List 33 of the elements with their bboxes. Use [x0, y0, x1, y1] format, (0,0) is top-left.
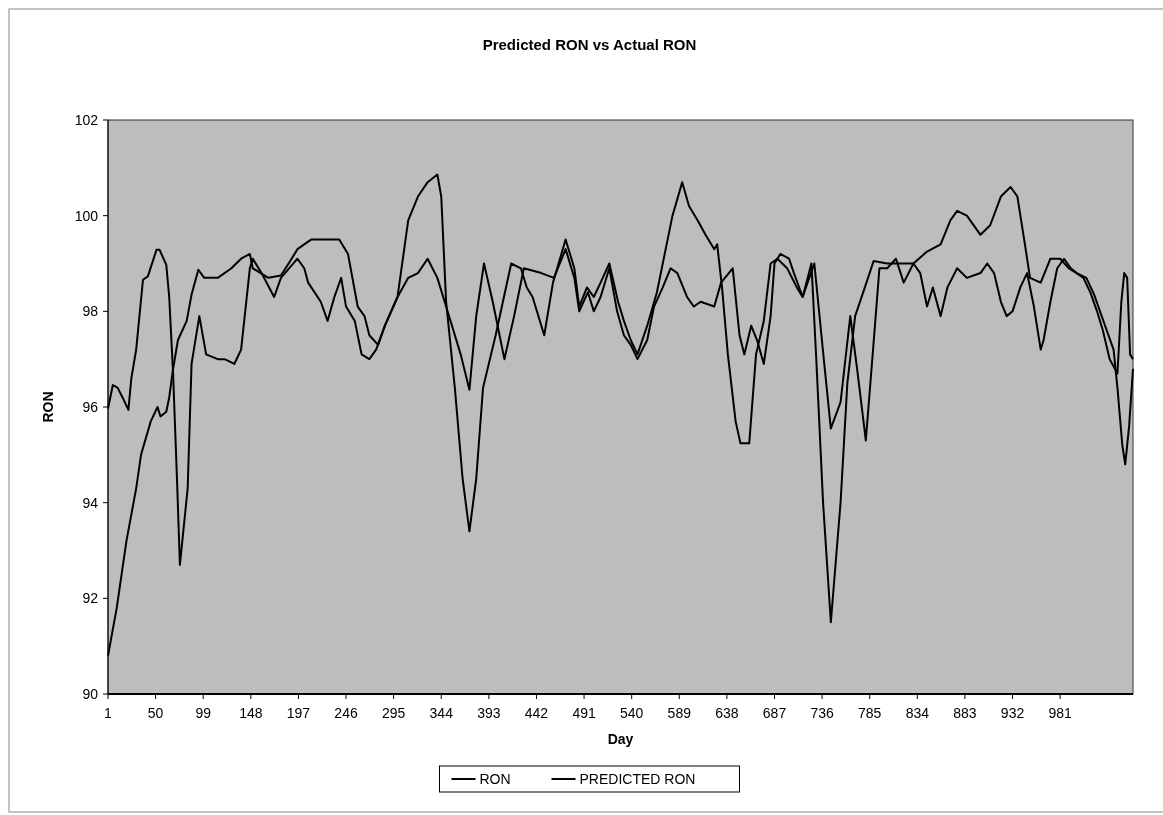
x-tick-label: 393 [477, 705, 501, 721]
x-tick-label: 1 [104, 705, 113, 721]
y-tick-label: 94 [82, 494, 99, 511]
y-tick-label: 102 [74, 111, 99, 128]
y-tick-label: 90 [82, 685, 99, 702]
x-axis-title: Day [607, 731, 634, 747]
y-axis-title: RON [40, 391, 56, 423]
x-tick-label: 785 [858, 705, 882, 721]
legend-label: RON [479, 770, 511, 787]
x-tick-label: 981 [1048, 705, 1073, 721]
y-tick-label: 96 [82, 398, 99, 415]
x-tick-label: 736 [810, 705, 834, 721]
x-tick-label: 932 [1000, 705, 1025, 721]
y-tick-label: 98 [82, 303, 99, 320]
y-tick-label: 100 [74, 207, 99, 224]
x-tick-label: 540 [619, 705, 644, 721]
x-tick-label: 834 [905, 705, 930, 721]
x-tick-label: 148 [239, 705, 263, 721]
x-tick-label: 99 [195, 705, 212, 721]
x-tick-label: 491 [572, 705, 596, 721]
x-tick-label: 246 [334, 705, 358, 721]
x-tick-label: 442 [524, 705, 549, 721]
y-tick-label: 92 [82, 590, 99, 607]
x-tick-label: 295 [381, 705, 406, 721]
x-tick-label: 687 [762, 705, 787, 721]
x-tick-label: 638 [715, 705, 739, 721]
x-tick-label: 197 [286, 705, 311, 721]
x-tick-label: 883 [953, 705, 977, 721]
chart-title: Predicted RON vs Actual RON [482, 36, 697, 53]
x-tick-label: 589 [667, 705, 692, 721]
x-tick-label: 344 [429, 705, 454, 721]
legend-label: PREDICTED RON [579, 770, 696, 787]
x-tick-label: 50 [147, 705, 164, 721]
